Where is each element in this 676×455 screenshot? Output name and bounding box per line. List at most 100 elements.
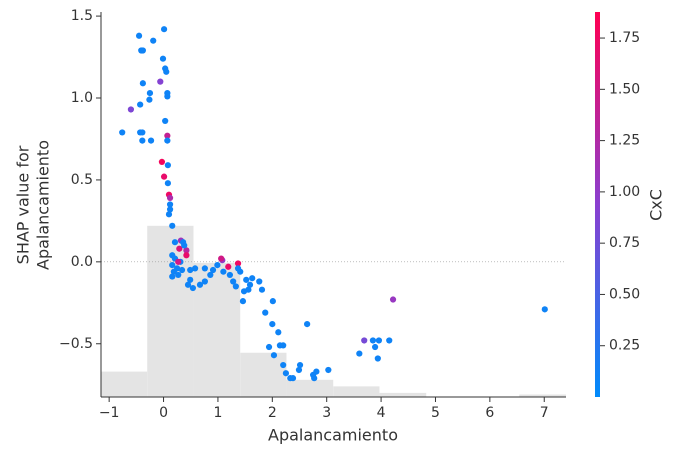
point: [249, 275, 256, 282]
point: [304, 320, 311, 328]
point: [166, 194, 174, 202]
point: [189, 284, 197, 292]
point: [170, 268, 177, 275]
point: [176, 245, 183, 252]
point: [389, 296, 397, 303]
y-tick-label: 0.0: [71, 254, 93, 270]
y-tick-label: 0.5: [71, 172, 93, 188]
point: [165, 211, 173, 218]
point: [119, 129, 126, 136]
point: [164, 162, 171, 169]
y-axis-label: SHAP value for: [14, 145, 33, 264]
point: [225, 263, 232, 270]
x-tick-label: 0: [159, 405, 168, 421]
point: [146, 96, 153, 103]
x-tick-label: 4: [377, 405, 386, 421]
point: [372, 343, 379, 351]
point: [157, 78, 164, 85]
point: [178, 266, 186, 274]
histogram-bar: [286, 379, 334, 397]
point: [187, 266, 194, 274]
point: [183, 247, 190, 254]
point: [374, 355, 381, 362]
point: [163, 68, 170, 75]
point: [159, 55, 167, 62]
point: [201, 265, 208, 272]
point: [270, 352, 278, 359]
point: [196, 281, 204, 288]
point: [150, 37, 157, 44]
point: [245, 286, 252, 293]
point: [369, 337, 377, 344]
point: [127, 106, 135, 113]
point: [139, 80, 146, 87]
x-axis-label: Apalancamiento: [268, 426, 398, 445]
point: [207, 271, 214, 279]
point: [375, 337, 383, 344]
point: [181, 242, 188, 249]
point: [258, 286, 266, 293]
colorbar-tick-label: 0.25: [609, 338, 640, 354]
point: [169, 273, 176, 280]
colorbar-tick-label: 1.75: [609, 30, 640, 46]
point: [164, 132, 171, 139]
point: [356, 350, 363, 357]
point: [166, 206, 174, 213]
point: [275, 329, 282, 336]
point: [246, 281, 254, 288]
point: [220, 268, 227, 275]
histogram-bar: [379, 392, 427, 397]
point: [237, 268, 244, 275]
point: [160, 173, 168, 180]
point: [201, 278, 208, 285]
point: [262, 309, 269, 316]
y-tick-label: −0.5: [59, 336, 93, 352]
point: [239, 298, 247, 305]
point: [265, 343, 273, 351]
point: [175, 271, 182, 279]
x-tick-label: 5: [431, 405, 440, 421]
y-tick-label: 1.0: [71, 90, 93, 106]
point: [147, 137, 155, 144]
point: [137, 101, 144, 108]
colorbar-label: CxC: [647, 189, 666, 221]
point: [269, 298, 276, 305]
histogram-bar: [519, 394, 566, 397]
point: [289, 375, 297, 382]
point: [361, 337, 368, 344]
colorbar-tick-label: 1.25: [609, 133, 640, 149]
point: [541, 306, 548, 313]
point: [184, 281, 192, 288]
point: [162, 117, 169, 125]
point: [256, 278, 263, 285]
colorbar-tick-label: 0.50: [609, 286, 640, 302]
histogram-bar: [333, 386, 380, 397]
colorbar-tick-label: 1.50: [609, 81, 640, 97]
histogram-bar: [101, 371, 148, 397]
point: [183, 252, 190, 259]
point: [280, 342, 287, 349]
point: [296, 361, 304, 369]
y-axis-label: Apalancamiento: [34, 140, 53, 270]
colorbar-tick-label: 0.75: [609, 235, 640, 251]
y-tick-label: 1.5: [71, 8, 93, 24]
x-tick-label: 2: [268, 405, 277, 421]
colorbar: [595, 12, 600, 397]
point: [269, 320, 276, 328]
point: [139, 137, 146, 144]
histogram-bar: [240, 352, 287, 397]
point: [243, 276, 250, 283]
x-tick-label: 3: [322, 405, 331, 421]
point: [280, 361, 287, 369]
point: [169, 262, 176, 269]
point: [164, 180, 171, 187]
point: [214, 262, 221, 269]
point: [232, 283, 239, 290]
point: [209, 266, 217, 274]
point: [313, 368, 320, 375]
point: [146, 89, 154, 97]
point: [295, 366, 303, 374]
point: [164, 137, 171, 144]
point: [164, 93, 171, 100]
